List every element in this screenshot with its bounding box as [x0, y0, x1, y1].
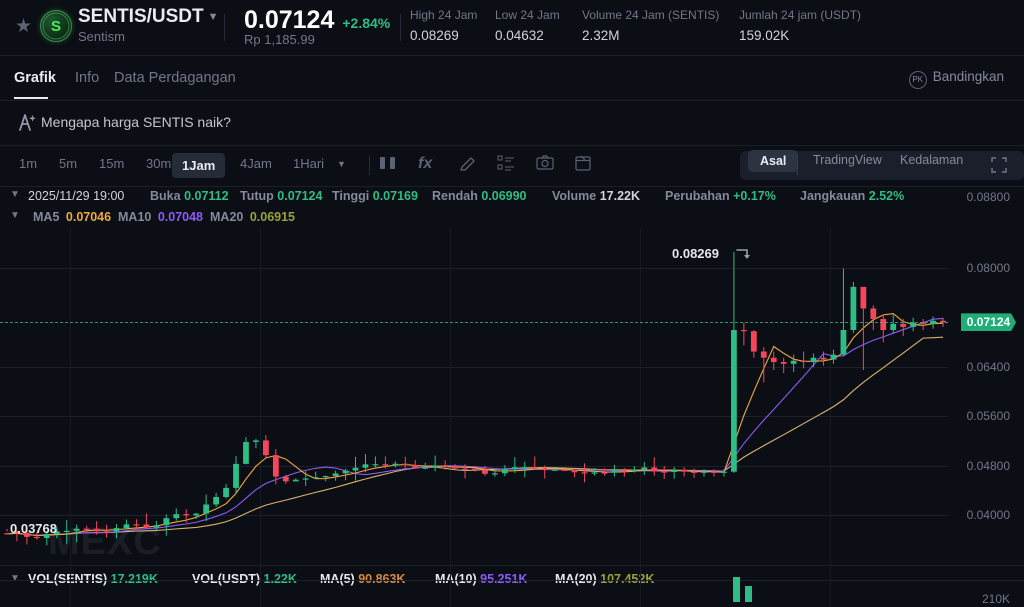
svg-text:S: S — [51, 18, 61, 35]
